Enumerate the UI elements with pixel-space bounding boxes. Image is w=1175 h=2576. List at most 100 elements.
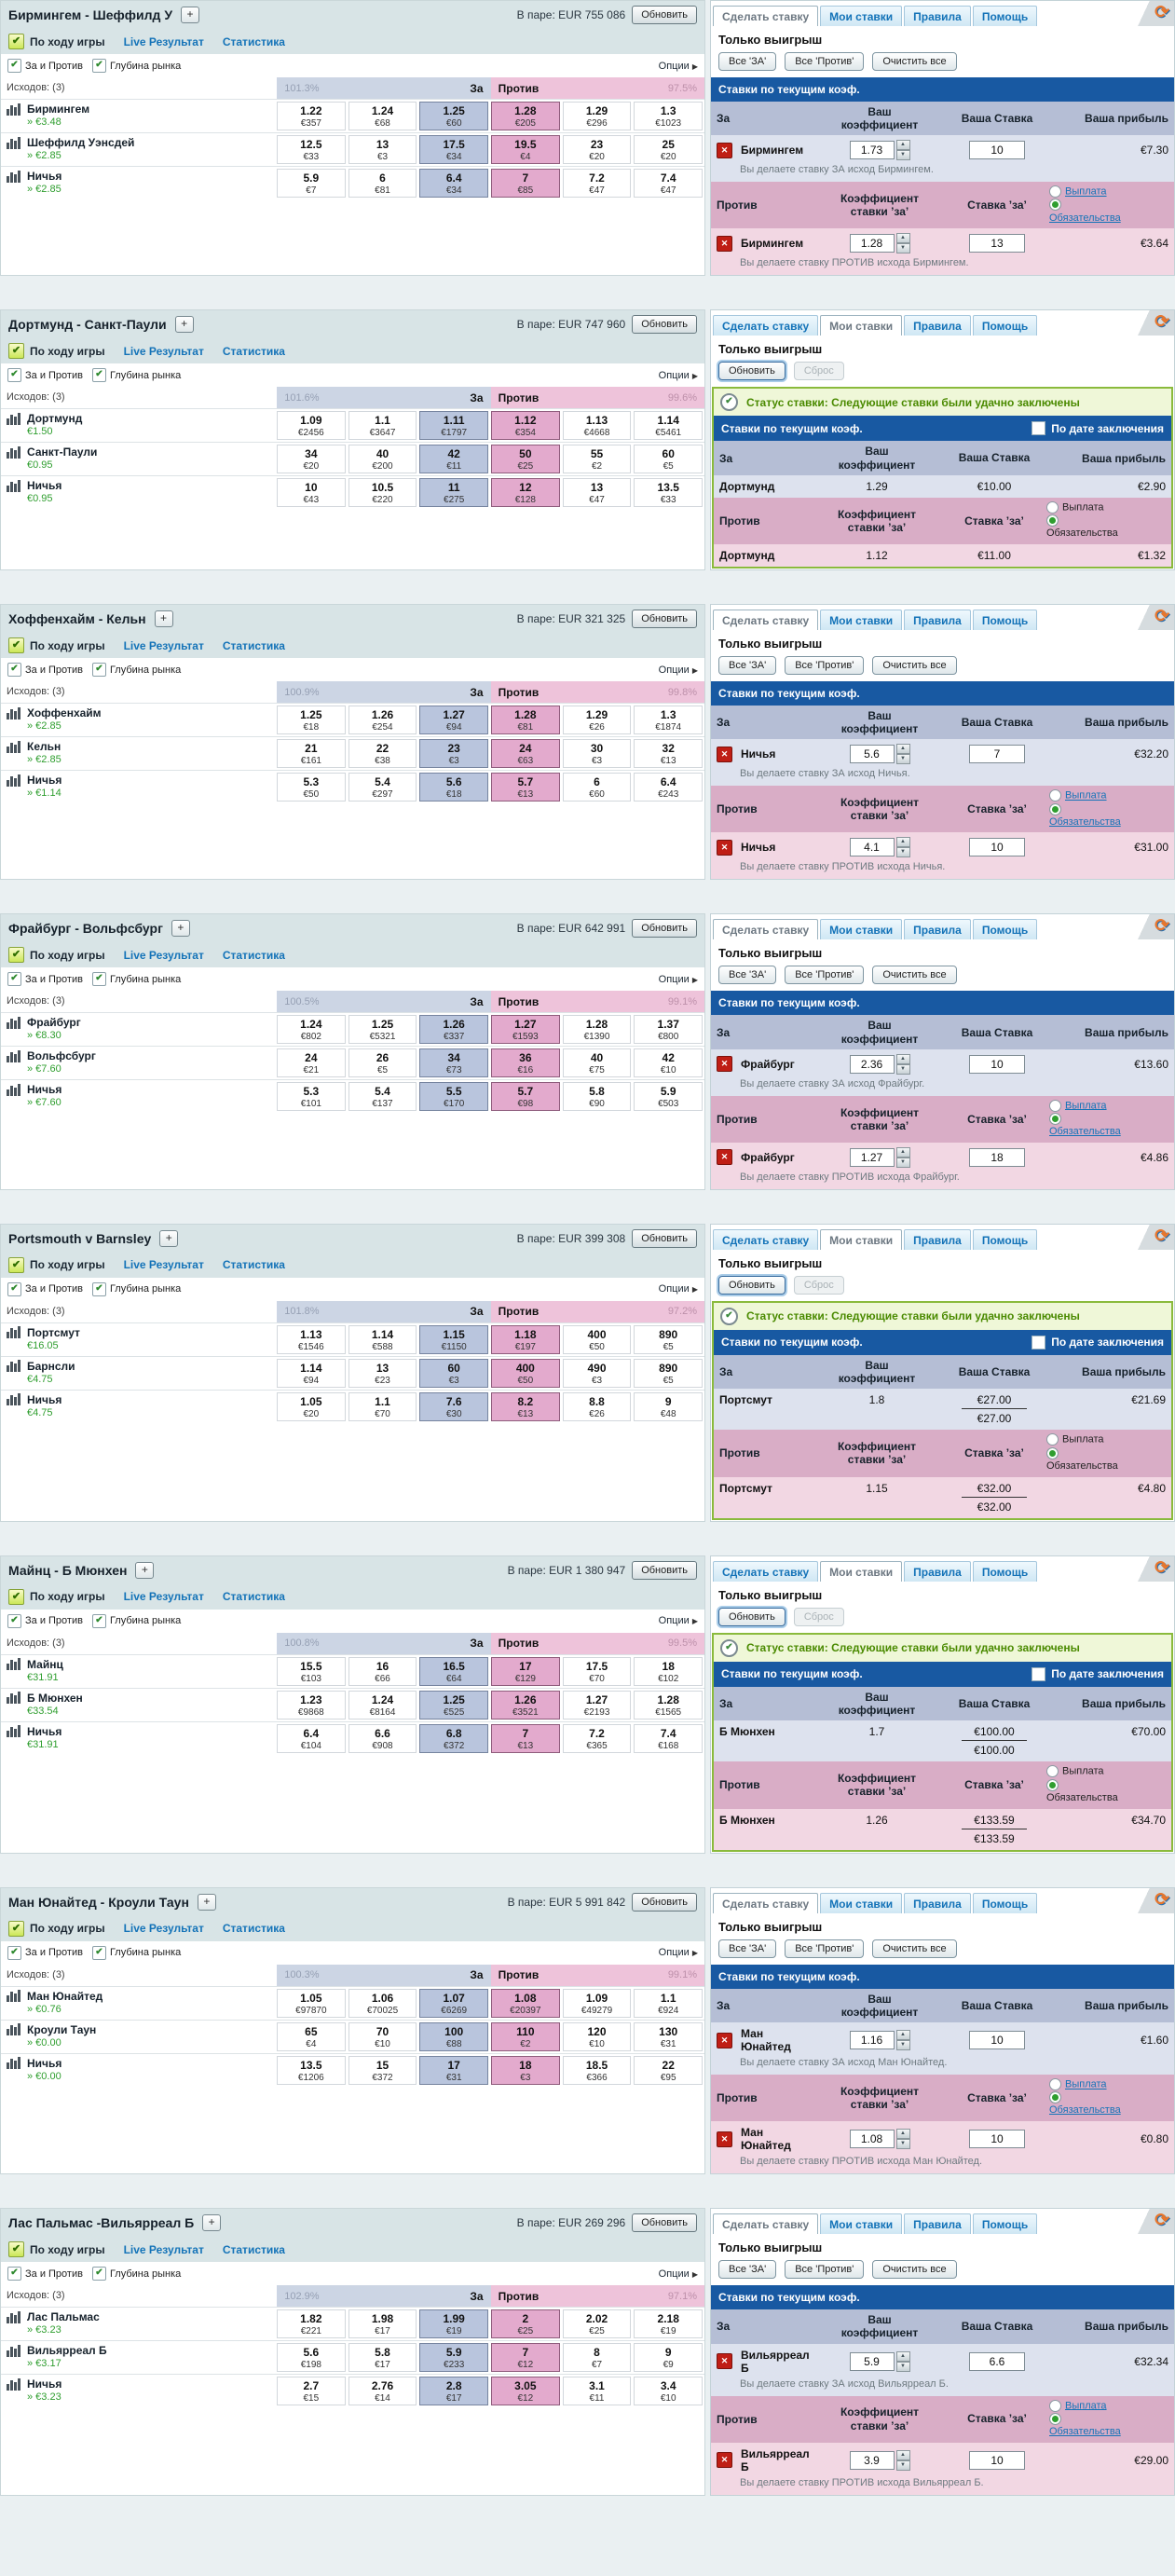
odds-cell[interactable]: 40 €200 xyxy=(348,445,417,474)
liability-label[interactable]: Обязательства xyxy=(1049,1126,1121,1138)
lay-stake-input[interactable]: 13 xyxy=(969,234,1025,253)
chart-icon[interactable] xyxy=(7,445,21,459)
tab-make-bet[interactable]: Сделать ставку xyxy=(713,6,819,26)
chart-icon[interactable] xyxy=(7,2057,21,2070)
coef-spinner[interactable]: ▲ ▼ xyxy=(895,837,910,858)
statistics-link[interactable]: Статистика xyxy=(222,34,285,48)
odds-cell[interactable]: 1.08 €20397 xyxy=(491,1988,560,2018)
all-lay-button[interactable]: Все 'Против' xyxy=(785,52,865,71)
chart-icon[interactable] xyxy=(7,1049,21,1062)
odds-cell[interactable]: 30 €3 xyxy=(562,739,632,769)
odds-cell[interactable]: 8.2 €13 xyxy=(491,1391,560,1421)
inplay-toggle[interactable]: ✔ По ходу игры xyxy=(8,1256,105,1273)
back-stake-input[interactable]: 6.6 xyxy=(969,2351,1025,2371)
liability-label[interactable]: Обязательства xyxy=(1049,2425,1121,2437)
odds-cell[interactable]: 16.5 €64 xyxy=(419,1656,489,1686)
odds-cell[interactable]: 8.8 €26 xyxy=(562,1391,632,1421)
options-link[interactable]: Опции ▶ xyxy=(658,1947,698,1959)
coef-spinner[interactable]: ▲ ▼ xyxy=(895,2129,910,2150)
refresh-market-button[interactable]: Обновить xyxy=(632,919,697,939)
tab-make-bet[interactable]: Сделать ставку xyxy=(713,1560,819,1582)
odds-cell[interactable]: 17.5 €70 xyxy=(562,1656,632,1686)
back-lay-checkbox[interactable]: ✔ xyxy=(7,368,21,383)
coef-spinner[interactable]: ▲ ▼ xyxy=(895,1146,910,1168)
tab-make-bet[interactable]: Сделать ставку xyxy=(713,2213,819,2235)
clear-all-button[interactable]: Очистить все xyxy=(872,52,957,71)
liability-label[interactable]: Обязательства xyxy=(1049,815,1121,828)
odds-cell[interactable]: 1.28 €205 xyxy=(491,102,560,130)
by-date-toggle[interactable]: По дате заключения xyxy=(1032,1335,1164,1350)
remove-lay-bet-button[interactable]: ✕ xyxy=(717,235,732,252)
odds-cell[interactable]: 1.06 €70025 xyxy=(348,1988,417,2018)
odds-cell[interactable]: 5.7 €13 xyxy=(491,773,560,802)
refresh-icon[interactable]: ⟳ xyxy=(1155,312,1169,333)
by-date-checkbox[interactable] xyxy=(1032,1666,1046,1681)
odds-cell[interactable]: 9 €48 xyxy=(634,1391,704,1421)
odds-cell[interactable]: 1.28 €1390 xyxy=(562,1015,632,1045)
options-link[interactable]: Опции ▶ xyxy=(658,369,698,381)
back-stake-input[interactable]: 10 xyxy=(969,141,1025,160)
odds-cell[interactable]: 12 €128 xyxy=(491,478,560,508)
chart-icon[interactable] xyxy=(7,2023,21,2036)
statistics-link[interactable]: Статистика xyxy=(222,638,285,652)
odds-cell[interactable]: 42 €11 xyxy=(419,445,489,474)
odds-cell[interactable]: 110 €2 xyxy=(491,2021,560,2051)
refresh-bets-button[interactable]: Обновить xyxy=(718,1275,786,1295)
odds-cell[interactable]: 13.5 €33 xyxy=(634,478,704,508)
odds-cell[interactable]: 1.29 €26 xyxy=(562,706,632,735)
remove-back-bet-button[interactable]: ✕ xyxy=(717,142,732,158)
odds-cell[interactable]: 1.11 €1797 xyxy=(419,411,489,441)
tab-make-bet[interactable]: Сделать ставку xyxy=(713,1892,819,1913)
refresh-icon[interactable]: ⟳ xyxy=(1155,916,1169,937)
expand-button[interactable]: + xyxy=(171,920,190,938)
odds-cell[interactable]: 1.27 €2193 xyxy=(562,1690,632,1720)
tab-rules[interactable]: Правила xyxy=(904,919,971,940)
odds-cell[interactable]: 1.82 €221 xyxy=(277,2309,346,2339)
live-result-link[interactable]: Live Результат xyxy=(123,1922,204,1936)
inplay-toggle[interactable]: ✔ По ходу игры xyxy=(8,1920,105,1937)
remove-back-bet-button[interactable]: ✕ xyxy=(717,2353,732,2369)
liability-radio[interactable] xyxy=(1049,1112,1061,1125)
back-lay-checkbox[interactable]: ✔ xyxy=(7,972,21,987)
payout-label[interactable]: Выплата xyxy=(1065,2078,1107,2090)
back-lay-checkbox[interactable]: ✔ xyxy=(7,1613,21,1628)
odds-cell[interactable]: 3.05 €12 xyxy=(491,2377,560,2406)
payout-radio[interactable] xyxy=(1046,1433,1059,1446)
odds-cell[interactable]: 3.1 €11 xyxy=(562,2377,632,2406)
back-lay-checkbox[interactable]: ✔ xyxy=(7,1945,21,1960)
tab-make-bet[interactable]: Сделать ставку xyxy=(713,315,819,336)
inplay-checkbox-icon[interactable]: ✔ xyxy=(8,2241,24,2258)
odds-cell[interactable]: 100 €88 xyxy=(419,2021,489,2051)
odds-cell[interactable]: 13 €47 xyxy=(562,478,632,508)
odds-cell[interactable]: 5.8 €90 xyxy=(562,1082,632,1112)
tab-my-bets[interactable]: Мои ставки xyxy=(820,1228,903,1250)
tab-help[interactable]: Помощь xyxy=(972,1892,1038,1913)
tab-help[interactable]: Помощь xyxy=(972,610,1038,631)
odds-cell[interactable]: 2 €25 xyxy=(491,2309,560,2339)
refresh-market-button[interactable]: Обновить xyxy=(632,1892,697,1911)
odds-cell[interactable]: 1.1 €3647 xyxy=(348,411,417,441)
chart-icon[interactable] xyxy=(7,740,21,753)
payout-radio[interactable] xyxy=(1049,2078,1061,2091)
back-stake-input[interactable]: 10 xyxy=(969,2031,1025,2050)
options-link[interactable]: Опции ▶ xyxy=(658,664,698,676)
inplay-checkbox-icon[interactable]: ✔ xyxy=(8,1588,24,1605)
odds-cell[interactable]: 1.05 €97870 xyxy=(277,1988,346,2018)
odds-cell[interactable]: 18 €102 xyxy=(634,1656,704,1686)
back-coef-input[interactable]: 5.6 xyxy=(849,745,895,764)
tab-help[interactable]: Помощь xyxy=(972,6,1038,26)
lay-coef-input[interactable]: 1.08 xyxy=(849,2130,895,2149)
tab-my-bets[interactable]: Мои ставки xyxy=(820,1892,903,1913)
live-result-link[interactable]: Live Результат xyxy=(123,2242,204,2256)
inplay-toggle[interactable]: ✔ По ходу игры xyxy=(8,947,105,964)
refresh-icon[interactable]: ⟳ xyxy=(1155,1557,1169,1578)
spinner-up-icon[interactable]: ▲ xyxy=(895,837,910,848)
odds-cell[interactable]: 22 €95 xyxy=(634,2055,704,2085)
odds-cell[interactable]: 2.7 €15 xyxy=(277,2377,346,2406)
odds-cell[interactable]: 22 €38 xyxy=(348,739,417,769)
all-back-button[interactable]: Все 'ЗА' xyxy=(718,656,777,676)
chart-icon[interactable] xyxy=(7,136,21,149)
tab-my-bets[interactable]: Мои ставки xyxy=(820,610,903,631)
by-date-toggle[interactable]: По дате заключения xyxy=(1032,421,1164,436)
odds-cell[interactable]: 400 €50 xyxy=(562,1324,632,1354)
